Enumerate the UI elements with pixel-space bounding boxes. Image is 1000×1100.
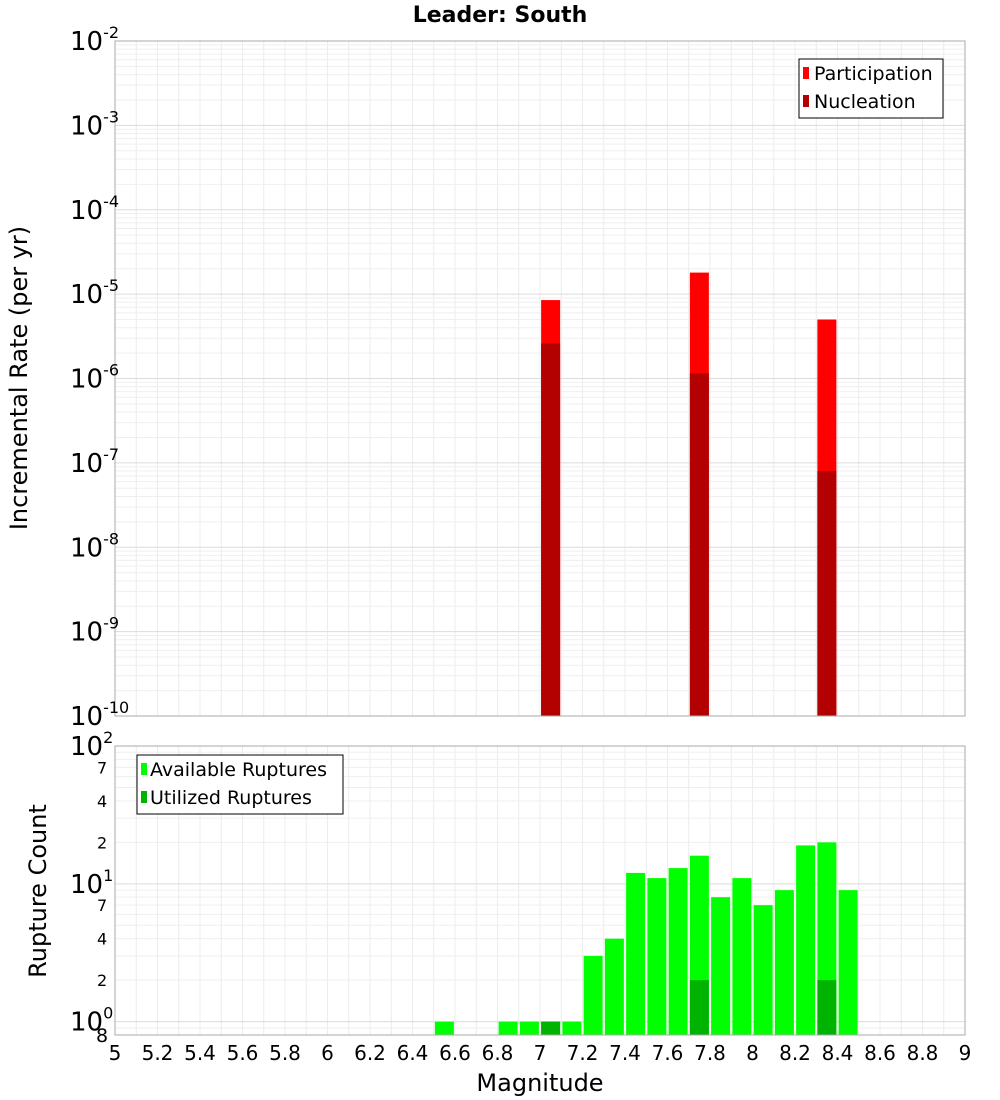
utilized-ruptures-bar [689,980,709,1035]
x-tick-label: 5.6 [227,1041,259,1065]
count-y-minor-tick-label: 2 [97,833,107,852]
nucleation-bar [817,471,837,716]
count-y-axis-label: Rupture Count [24,804,52,978]
available-ruptures-bar [753,905,773,1035]
x-tick-label: 6.6 [439,1041,471,1065]
x-tick-label: 8.8 [907,1041,939,1065]
rate-legend-box [798,58,944,119]
count-y-minor-tick-label: 4 [97,930,107,949]
available-ruptures-bar [647,878,667,1035]
utilized-ruptures-bar [817,980,837,1035]
rate-y-tick-label: 10-8 [70,529,119,563]
available-ruptures-bar [668,868,688,1035]
x-tick-label: 8.4 [822,1041,854,1065]
rate-y-tick-label: 10-5 [70,276,119,310]
count-y-tick-label: 101 [70,866,113,900]
nucleation-legend-swatch [803,95,809,107]
x-tick-label: 7 [534,1041,547,1065]
x-tick-label: 5 [109,1041,122,1065]
available-ruptures-bar [604,938,624,1035]
available-ruptures-bar [583,955,603,1035]
x-tick-label: 6.4 [397,1041,429,1065]
rate-y-tick-label: 10-9 [70,614,119,648]
rate-y-tick-label: 10-6 [70,361,119,395]
x-tick-label: 5.4 [184,1041,216,1065]
nucleation-legend-label: Nucleation [814,91,916,113]
count-y-minor-tick-label: 7 [97,896,107,915]
count-y-tick-label: 100 [70,1004,113,1038]
available-ruptures-bar [711,897,731,1035]
nucleation-bar [541,343,561,716]
count-y-tick-label: 102 [70,728,113,762]
count-legend: Available Ruptures Utilized Ruptures [136,754,344,815]
x-tick-label: 7.8 [694,1041,726,1065]
rate-y-tick-label: 10-3 [70,107,119,141]
nucleation-bar [689,373,709,716]
x-axis-label: Magnitude [476,1069,603,1097]
rate-y-tick-label: 10-4 [70,192,119,226]
available-ruptures-bar [838,890,858,1035]
available-ruptures-bar [519,1021,539,1035]
x-tick-label: 6.2 [354,1041,386,1065]
utilized-legend-swatch [141,791,147,803]
rate-y-tick-label: 10-10 [70,698,129,732]
available-ruptures-bar [774,890,794,1035]
x-tick-label: 7.4 [609,1041,641,1065]
x-tick-label: 5.2 [142,1041,174,1065]
participation-legend-swatch [803,67,809,79]
x-tick-label: 8.2 [779,1041,811,1065]
x-tick-label: 7.2 [567,1041,599,1065]
rate-panel: 10-10 10-9 10-8 10-7 10-6 10-5 10-4 10-3 10-2 In… [5,23,966,732]
x-tick-label: 8 [746,1041,759,1065]
rate-y-tick-label: 10-7 [70,445,119,479]
chart-title: Leader: South [413,3,588,28]
x-tick-label: 8.6 [864,1041,896,1065]
available-ruptures-bar [434,1021,454,1035]
count-y-minor-tick-label: 8 [96,1025,108,1047]
available-legend-swatch [141,763,147,775]
count-plot-frame [114,745,966,1036]
x-tick-label: 6 [321,1041,334,1065]
rate-y-axis-label: Incremental Rate (per yr) [5,226,33,530]
count-legend-box [136,754,344,815]
x-axis-ticks: 5 5.2 5.4 5.6 5.8 6 6.2 6.4 6.6 6.8 7 7.2 7.4 7.6 7.8 8… [109,1041,972,1065]
count-y-minor-tick-label: 7 [97,758,107,777]
rate-legend: Participation Nucleation [798,58,944,119]
x-tick-label: 7.6 [652,1041,684,1065]
rate-y-tick-label: 10-2 [70,23,119,57]
participation-legend-label: Participation [814,63,933,85]
utilized-ruptures-bar [541,1021,561,1035]
available-ruptures-bar [732,878,752,1035]
utilized-legend-label: Utilized Ruptures [150,787,312,809]
rate-plot-frame [114,40,966,717]
available-ruptures-bar [796,845,816,1035]
available-ruptures-bar [626,872,646,1035]
available-ruptures-bar [562,1021,582,1035]
x-tick-label: 9 [959,1041,972,1065]
available-ruptures-bar [498,1021,518,1035]
x-tick-label: 5.8 [269,1041,301,1065]
count-y-minor-tick-label: 2 [97,971,107,990]
x-tick-label: 6.8 [482,1041,514,1065]
available-legend-label: Available Ruptures [150,759,327,781]
count-y-minor-tick-label: 4 [97,792,107,811]
